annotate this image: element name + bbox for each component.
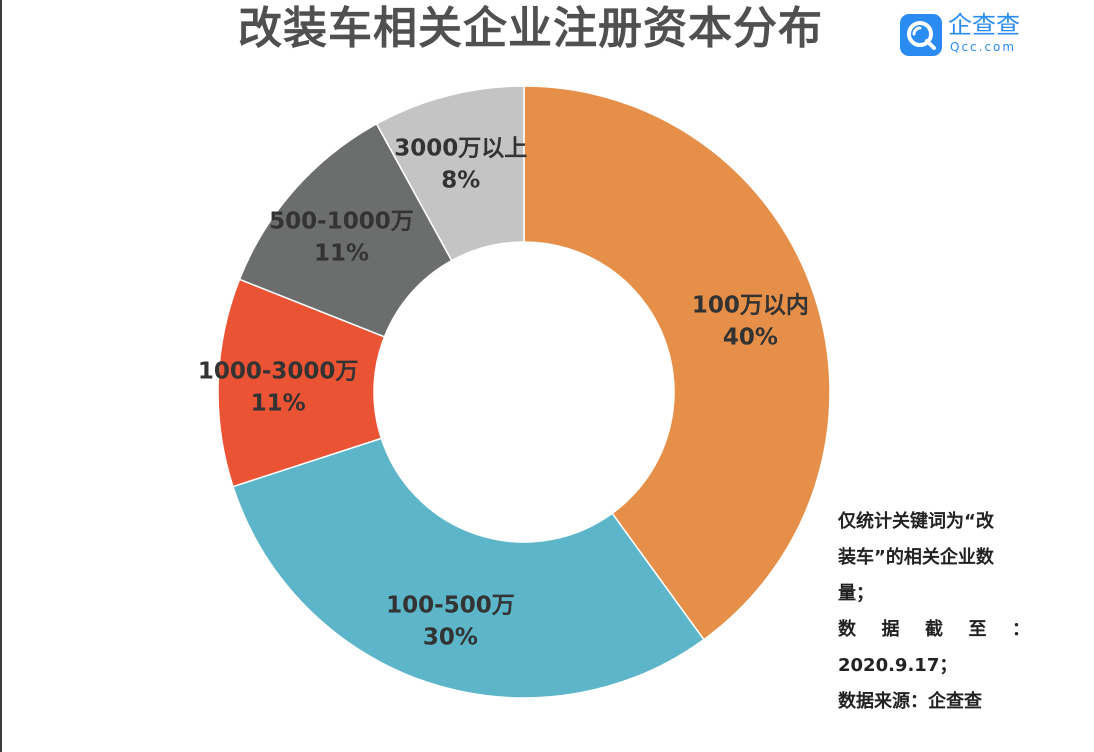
note-line-1: 仅统计关键词为“改 [838,511,994,532]
chart-title: 改装车相关企业注册资本分布 [238,3,823,54]
donut-slice [375,85,525,262]
note-line-6: 数据来源：企查查 [838,691,982,712]
slice-category-label: 100万以内 [692,292,809,318]
left-border-line [0,0,2,752]
slice-category-label: 3000万以上 [394,135,527,161]
slice-value-label: 11% [251,391,306,417]
note-line-3: 量； [838,583,874,604]
slice-category-label: 100-500万 [386,592,515,618]
note-char: 据 [881,619,900,640]
slice-value-label: 8% [441,167,480,193]
slice-category-label: 500-1000万 [269,209,414,235]
qcc-logo: 企查查 Qcc.com [900,8,1040,58]
slice-value-label: 40% [723,324,778,350]
note-line-4: 数 据 截 至 ： [838,612,1030,648]
donut-slice [232,437,705,699]
logo-domain: Qcc.com [950,40,1017,54]
note-line-2: 装车”的相关企业数 [838,547,994,568]
note-char: 数 [838,619,856,640]
note-char: ： [1012,619,1030,640]
donut-slice [523,85,831,641]
logo-name: 企查查 [948,11,1020,39]
slice-value-label: 11% [314,241,369,267]
note-line-5: 2020.9.17； [838,655,958,676]
note-char: 截 [925,619,943,640]
slice-category-label: 1000-3000万 [198,359,359,385]
source-notes: 仅统计关键词为“改 装车”的相关企业数 量； 数 据 截 至 ： 2020.9.… [838,504,1038,720]
slice-value-label: 30% [423,624,478,650]
note-char: 至 [968,619,987,640]
qcc-logo-icon [900,14,942,56]
